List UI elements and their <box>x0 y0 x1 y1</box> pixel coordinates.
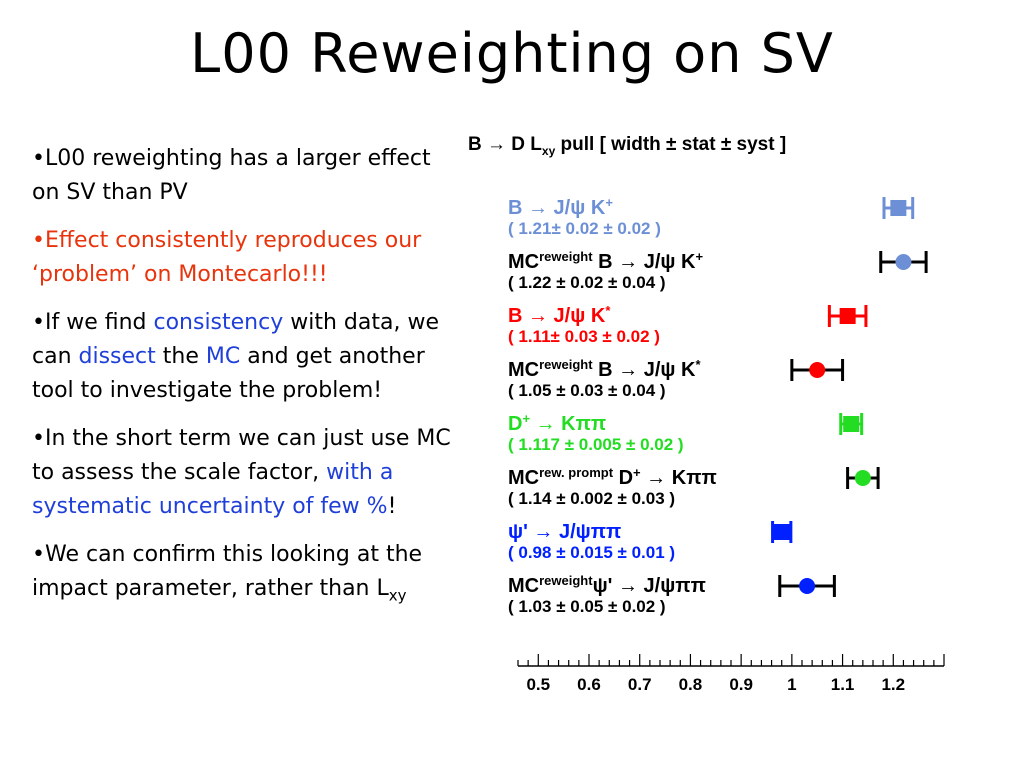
x-tick-label: 0.6 <box>577 675 601 694</box>
x-tick-label: 1 <box>787 675 796 694</box>
data-point-marker <box>773 524 790 540</box>
x-tick-label: 0.8 <box>679 675 703 694</box>
series-values: ( 1.11± 0.03 ± 0.02 ) <box>508 327 660 346</box>
measurement-row: MCreweightψ' → J/ψππ( 1.03 ± 0.05 ± 0.02… <box>508 573 836 616</box>
bullet-1-text: •L00 reweighting has a larger effect on … <box>32 146 431 205</box>
data-point-marker <box>890 200 907 216</box>
data-point-marker <box>843 416 860 432</box>
measurement-row: B → J/ψ K+( 1.21± 0.02 ± 0.02 ) <box>508 195 915 238</box>
bullet-3-text: and get another tool to investigate the … <box>32 344 425 403</box>
measurement-rows: B → J/ψ K+( 1.21± 0.02 ± 0.02 ) MCreweigh… <box>508 195 928 616</box>
series-label: MCrew. prompt D+ → Kππ <box>508 465 717 490</box>
series-label: MCreweight B → J/ψ K* <box>508 357 701 382</box>
x-tick-label: 0.5 <box>526 675 550 694</box>
bullet-3-text: with data, we can <box>32 310 439 369</box>
measurement-row: ψ' → J/ψππ( 0.98 ± 0.015 ± 0.01 ) <box>508 521 793 562</box>
bullet-2-text: •Effect consistently reproduces our ‘pro… <box>32 228 422 287</box>
lxy-pull-figure: B → D Lxy pull [ width ± stat ± syst ] B… <box>458 118 958 712</box>
x-tick-label: 1.1 <box>831 675 855 694</box>
bullet-3-text: consistency <box>153 310 284 335</box>
series-label: D+ → Kππ <box>508 411 606 436</box>
series-values: ( 1.21± 0.02 ± 0.02 ) <box>508 219 661 238</box>
lxy-pull-chart: B → D Lxy pull [ width ± stat ± syst ] B… <box>468 134 945 694</box>
bullet-4-text: •In the short term we can just use MC to… <box>32 426 451 485</box>
data-point-marker <box>839 308 856 324</box>
bullet-4-text: with a systematic uncertainty of few % <box>32 460 394 519</box>
series-values: ( 1.117 ± 0.005 ± 0.02 ) <box>508 435 684 454</box>
data-point-marker <box>895 254 912 270</box>
bullet-4-text: ! <box>387 494 397 519</box>
measurement-row: MCreweight B → J/ψ K+( 1.22 ± 0.02 ± 0.0… <box>508 249 928 292</box>
bullet-3-text: the <box>155 344 206 369</box>
series-values: ( 1.03 ± 0.05 ± 0.02 ) <box>508 597 666 616</box>
figure-title: B → D Lxy pull [ width ± stat ± syst ] <box>468 134 786 158</box>
x-axis: 0.5 0.6 0.7 0.8 0.9 1 1.1 1.2 <box>517 654 945 694</box>
bullet-5-text: xy <box>388 586 407 605</box>
bullet-5-text: •We can confirm this looking at the impa… <box>32 542 423 601</box>
series-label: B → J/ψ K* <box>508 303 611 328</box>
bullet-3-text: MC <box>205 344 241 369</box>
slide-title: L00 Reweighting on SV <box>190 22 834 85</box>
bullet-list: •L00 reweighting has a larger effect on … <box>32 142 462 626</box>
series-label: B → J/ψ K+ <box>508 195 613 220</box>
bullet-2: •Effect consistently reproduces our ‘pro… <box>32 224 462 292</box>
series-values: ( 1.14 ± 0.002 ± 0.03 ) <box>508 489 675 508</box>
series-label: MCreweightψ' → J/ψππ <box>508 573 706 598</box>
data-point-marker <box>809 362 826 378</box>
series-values: ( 0.98 ± 0.015 ± 0.01 ) <box>508 543 675 562</box>
data-point-marker <box>799 578 816 594</box>
bullet-4: •In the short term we can just use MC to… <box>32 422 462 524</box>
series-label: MCreweight B → J/ψ K+ <box>508 249 703 274</box>
measurement-row: B → J/ψ K*( 1.11± 0.03 ± 0.02 ) <box>508 303 868 346</box>
x-tick-label: 0.7 <box>628 675 652 694</box>
series-label: ψ' → J/ψππ <box>508 521 621 543</box>
measurement-row: MCreweight B → J/ψ K*( 1.05 ± 0.03 ± 0.0… <box>508 357 845 400</box>
x-tick-label: 1.2 <box>881 675 905 694</box>
series-values: ( 1.22 ± 0.02 ± 0.04 ) <box>508 273 666 292</box>
bullet-3: •If we find consistency with data, we ca… <box>32 306 462 408</box>
bullet-1: •L00 reweighting has a larger effect on … <box>32 142 462 210</box>
series-values: ( 1.05 ± 0.03 ± 0.04 ) <box>508 381 666 400</box>
bullet-3-text: dissect <box>78 344 156 369</box>
bullet-3-text: •If we find <box>32 310 154 335</box>
measurement-row: MCrew. prompt D+ → Kππ( 1.14 ± 0.002 ± 0… <box>508 465 880 508</box>
x-tick-label: 0.9 <box>729 675 753 694</box>
bullet-5: •We can confirm this looking at the impa… <box>32 538 462 612</box>
data-point-marker <box>854 470 871 486</box>
measurement-row: D+ → Kππ( 1.117 ± 0.005 ± 0.02 ) <box>508 411 864 454</box>
